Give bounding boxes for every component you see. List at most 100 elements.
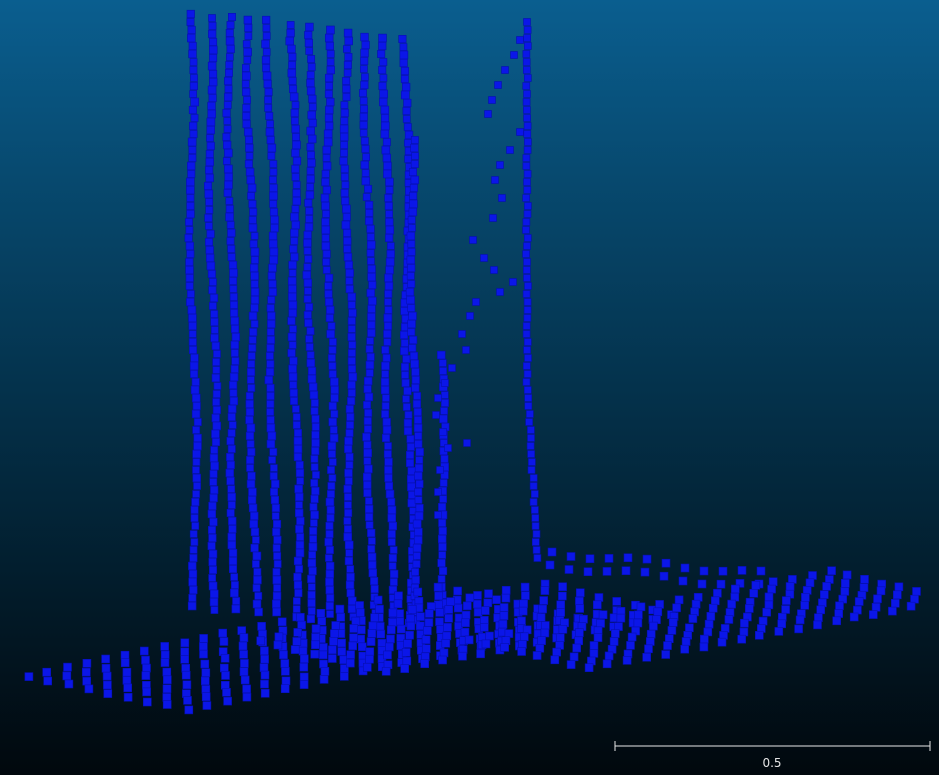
point [699, 566, 709, 576]
point [292, 196, 301, 206]
point [592, 600, 602, 610]
point [399, 58, 408, 68]
point [293, 428, 302, 437]
point [250, 263, 259, 273]
point [496, 288, 504, 296]
point [208, 525, 216, 534]
point [529, 498, 538, 506]
point [295, 468, 305, 478]
point [205, 157, 214, 167]
point [324, 537, 333, 547]
point [260, 688, 270, 698]
point [531, 522, 540, 530]
point [819, 590, 829, 599]
point [319, 659, 328, 669]
point [289, 388, 298, 398]
point [393, 599, 403, 609]
point [260, 670, 270, 680]
point [306, 71, 315, 79]
point [305, 215, 314, 223]
point [291, 101, 300, 109]
point [359, 129, 368, 137]
point [204, 182, 212, 190]
point [242, 64, 250, 72]
point [319, 643, 328, 652]
point [227, 253, 236, 261]
point [290, 212, 299, 222]
point [365, 360, 375, 370]
point [327, 654, 337, 663]
point [187, 161, 196, 171]
point [674, 595, 684, 605]
point [399, 50, 409, 60]
point [348, 364, 357, 373]
point [326, 305, 335, 315]
point [269, 191, 278, 201]
point [192, 449, 201, 459]
point [237, 626, 246, 635]
point [248, 487, 257, 497]
point [860, 574, 869, 584]
point [444, 613, 453, 623]
point [444, 444, 452, 452]
point [340, 164, 349, 174]
point [408, 207, 418, 217]
point [249, 240, 258, 248]
point [523, 210, 532, 218]
point [364, 185, 373, 193]
point [462, 601, 472, 611]
point [345, 549, 354, 557]
point [327, 441, 337, 451]
point [359, 112, 368, 122]
point [522, 218, 531, 226]
point [266, 343, 275, 353]
point [642, 554, 652, 564]
point [342, 77, 351, 85]
point [344, 260, 353, 270]
point [303, 310, 312, 319]
point [404, 411, 413, 419]
point [189, 58, 198, 66]
point [575, 596, 584, 606]
point [228, 404, 237, 414]
point [326, 25, 335, 35]
point [187, 290, 195, 298]
point [325, 601, 334, 611]
point [527, 450, 535, 458]
point [288, 284, 297, 294]
point [82, 676, 91, 686]
point [190, 353, 199, 363]
point [260, 679, 269, 689]
point [377, 638, 387, 648]
point [365, 497, 373, 505]
point [141, 671, 151, 680]
point [384, 289, 393, 298]
point [307, 151, 315, 159]
point [290, 237, 299, 245]
point [304, 38, 313, 48]
point [345, 580, 355, 590]
point [569, 652, 579, 662]
point [523, 114, 531, 122]
point [123, 692, 133, 702]
point [363, 457, 372, 465]
point [267, 271, 276, 280]
point [307, 110, 316, 120]
point [226, 44, 235, 54]
point [330, 377, 339, 387]
point [223, 140, 232, 150]
point [228, 556, 238, 566]
point [180, 655, 189, 664]
point [835, 601, 844, 611]
point [296, 477, 304, 485]
point [292, 597, 301, 605]
point [808, 571, 817, 580]
point [207, 101, 216, 111]
point [385, 642, 394, 652]
point [120, 650, 130, 660]
point [361, 145, 370, 153]
point [323, 129, 333, 139]
point [484, 110, 492, 118]
